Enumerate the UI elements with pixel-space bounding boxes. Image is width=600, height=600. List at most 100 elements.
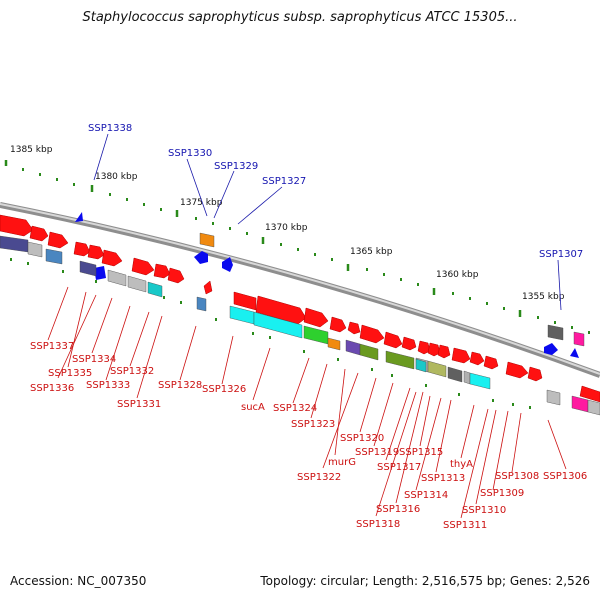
gene-label[interactable]: SSP1326: [202, 384, 246, 395]
gene-label[interactable]: SSP1329: [214, 161, 258, 172]
gene-box: [463, 370, 471, 385]
gene-arrow: [47, 231, 69, 249]
gene-label[interactable]: murG: [328, 457, 356, 468]
gene-label[interactable]: SSP1318: [356, 519, 400, 530]
gene-box: [546, 389, 561, 406]
gene-arrow: [94, 266, 106, 280]
gene-box: [45, 248, 63, 265]
gene-arrow: [483, 355, 499, 370]
scale-label: 1370 kbp: [265, 223, 308, 233]
gene-label[interactable]: SSP1334: [72, 354, 116, 365]
minor-ticks-lower: [10, 258, 531, 409]
gene-arrow: [469, 351, 485, 366]
gene-arrow: [359, 324, 385, 344]
gene-arrow: [73, 241, 91, 257]
gene-arrow: [505, 361, 529, 379]
gene-box: [415, 358, 427, 373]
gene-label[interactable]: SSP1316: [376, 504, 420, 515]
gene-label[interactable]: SSP1307: [539, 249, 583, 260]
gene-label[interactable]: SSP1335: [48, 368, 92, 379]
gene-arrow: [203, 280, 213, 295]
gene-label[interactable]: SSP1322: [297, 472, 341, 483]
gene-arrow: [101, 249, 123, 267]
gene-label[interactable]: SSP1320: [340, 433, 384, 444]
gene-label[interactable]: SSP1317: [377, 462, 421, 473]
gene-box: [147, 281, 163, 298]
gene-box: [327, 337, 341, 351]
gene-label[interactable]: SSP1306: [543, 471, 587, 482]
gene-box: [447, 366, 463, 383]
leader-lines-below: [47, 286, 567, 519]
gene-label[interactable]: SSP1324: [273, 403, 317, 414]
gene-arrow: [131, 257, 155, 276]
gene-labels-below: SSP1337 SSP1335 SSP1336 SSP1334 SSP1333 …: [30, 341, 587, 531]
gene-arrow: [427, 342, 441, 357]
scale-label: 1360 kbp: [436, 270, 479, 280]
gene-label[interactable]: SSP1310: [462, 505, 506, 516]
leader-lines-above: [93, 133, 562, 311]
gene-box: [573, 331, 585, 347]
gene-label[interactable]: SSP1311: [443, 520, 487, 531]
major-ticks: [4, 160, 522, 317]
gene-box: [107, 269, 127, 287]
gene-label[interactable]: SSP1327: [262, 176, 306, 187]
gene-box: [199, 232, 215, 248]
gene-label[interactable]: SSP1331: [117, 399, 161, 410]
gene-arrow: [75, 212, 83, 222]
gene-arrow: [347, 321, 361, 335]
gene-arrow: [167, 267, 185, 284]
gene-arrow: [153, 263, 171, 279]
gene-label[interactable]: SSP1332: [110, 366, 154, 377]
gene-arrow: [255, 295, 307, 325]
gene-box: [79, 260, 97, 277]
gene-arrow: [451, 347, 471, 364]
gene-arrow: [383, 331, 403, 349]
gene-arrow: [303, 307, 329, 328]
gene-box: [196, 296, 207, 312]
gene-box: [253, 311, 303, 339]
gene-arrow: [29, 225, 49, 242]
gene-arrow: [579, 385, 600, 403]
gene-label[interactable]: SSP1323: [291, 419, 335, 430]
gene-label[interactable]: SSP1333: [86, 380, 130, 391]
gene-label[interactable]: SSP1314: [404, 490, 448, 501]
gene-arrow: [570, 348, 579, 358]
gene-box: [587, 399, 600, 416]
gene-box: [359, 343, 379, 361]
gene-labels-above: SSP1338 SSP1330 SSP1329 SSP1327 SSP1307: [88, 123, 583, 260]
gene-label[interactable]: sucA: [241, 402, 265, 413]
gene-box: [0, 235, 29, 253]
gene-label[interactable]: SSP1337: [30, 341, 74, 352]
forward-genes: [0, 214, 600, 403]
gene-arrow: [544, 343, 558, 355]
gene-arrow: [527, 366, 543, 382]
gene-arrow: [0, 214, 34, 237]
gene-arrow: [401, 336, 417, 351]
scale-label: 1355 kbp: [522, 292, 565, 302]
gene-box: [303, 325, 329, 345]
topology-summary: Topology: circular; Length: 2,516,575 bp…: [260, 574, 590, 588]
gene-label[interactable]: SSP1330: [168, 148, 212, 159]
gene-arrow: [417, 340, 431, 355]
gene-label[interactable]: SSP1313: [421, 473, 465, 484]
gene-label[interactable]: SSP1309: [480, 488, 524, 499]
gene-arrow: [87, 244, 105, 260]
gene-label[interactable]: SSP1328: [158, 380, 202, 391]
reverse-genes: [75, 212, 579, 358]
gene-box: [127, 275, 147, 293]
gene-label[interactable]: SSP1338: [88, 123, 132, 134]
gene-label[interactable]: SSP1315: [399, 447, 443, 458]
scale-label: 1375 kbp: [180, 198, 223, 208]
gene-arrow: [329, 316, 347, 333]
gene-box: [27, 241, 43, 258]
accession-text: Accession: NC_007350: [10, 574, 147, 588]
gene-box: [547, 324, 564, 341]
gene-arrow: [437, 344, 451, 359]
gene-label[interactable]: SSP1319: [355, 447, 399, 458]
gene-arrow: [194, 251, 208, 264]
gene-label[interactable]: SSP1308: [495, 471, 539, 482]
gene-label[interactable]: thyA: [450, 459, 473, 470]
gene-label[interactable]: SSP1336: [30, 383, 74, 394]
